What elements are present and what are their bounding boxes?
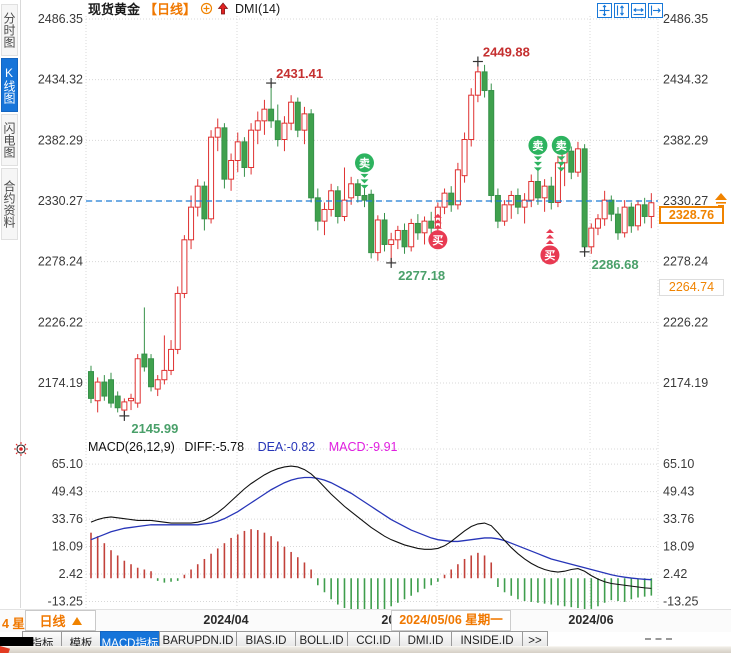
left-sidebar: 分时图 K线图 闪电图 合约资料	[0, 0, 21, 608]
svg-text:2434.32: 2434.32	[38, 73, 83, 87]
macd-histogram	[90, 529, 653, 614]
svg-text:-13.25: -13.25	[663, 594, 698, 608]
price-extreme-label: 2431.41	[276, 66, 323, 81]
svg-text:卖: 卖	[556, 138, 567, 152]
sidebar-tab-lightning-chart[interactable]: 闪电图	[1, 114, 18, 166]
period-tag: 【日线】	[144, 2, 197, 17]
add-indicator-icon[interactable]	[200, 2, 213, 15]
svg-text:2330.27: 2330.27	[38, 194, 83, 208]
svg-text:2382.29: 2382.29	[38, 133, 83, 147]
sell-signal: 卖	[528, 135, 548, 172]
go-to-latest-icon[interactable]	[648, 3, 663, 18]
svg-text:18.09: 18.09	[52, 540, 83, 554]
svg-text:2330.27: 2330.27	[663, 194, 708, 208]
svg-text:18.09: 18.09	[663, 540, 694, 554]
tab-row-overflow-dashes	[645, 638, 672, 640]
y-axis-labels: 2486.35 2486.35 2434.32 2434.32 2382.29 2382.…	[38, 12, 708, 608]
svg-text:2.42: 2.42	[59, 567, 83, 581]
window-edge-strip	[0, 646, 731, 653]
price-extreme-label: 2449.88	[483, 45, 530, 60]
diff-line	[90, 465, 652, 589]
buy-signal: 买	[540, 228, 560, 265]
price-up-marker-icon	[715, 193, 727, 207]
x-axis-tick: 2024/06	[568, 613, 614, 627]
clipped-date-fragment: 4 星	[2, 617, 25, 631]
clipped-black-rect	[0, 637, 33, 648]
indicator-settings-icon[interactable]	[13, 441, 29, 457]
sidebar-tab-label: 分时图	[2, 12, 16, 48]
extreme-price-labels: 2431.41 2449.88 2277.18 2145.99 2286.68	[119, 45, 639, 436]
trade-signals: 卖卖 卖买买	[354, 135, 571, 265]
svg-text:33.76: 33.76	[663, 512, 694, 526]
svg-text:65.10: 65.10	[52, 457, 83, 471]
svg-text:-13.25: -13.25	[48, 594, 83, 608]
macd-macd-value: MACD:-9.91	[328, 440, 398, 454]
period-selector-label: 日线	[39, 614, 66, 629]
crosshair-date-box: 2024/05/06 星期一	[391, 610, 511, 631]
svg-text:2174.19: 2174.19	[663, 376, 708, 390]
macd-title: MACD(26,12,9)	[88, 440, 175, 454]
crosshair-pan-icon[interactable]	[597, 3, 612, 18]
buy-signal: 买	[428, 213, 448, 250]
svg-text:2486.35: 2486.35	[663, 12, 708, 26]
svg-text:卖: 卖	[532, 138, 543, 152]
price-extreme-label: 2145.99	[131, 421, 178, 436]
sidebar-tab-kline-chart[interactable]: K线图	[1, 58, 18, 112]
clipped-red-icon	[0, 646, 10, 653]
sell-signal: 卖	[354, 153, 374, 189]
fit-range-horizontal-icon[interactable]	[631, 3, 646, 18]
svg-text:2.42: 2.42	[663, 567, 687, 581]
svg-text:2486.35: 2486.35	[38, 12, 83, 26]
gridlines	[85, 16, 659, 608]
svg-text:卖: 卖	[359, 156, 370, 170]
svg-text:65.10: 65.10	[663, 457, 694, 471]
svg-text:2226.22: 2226.22	[38, 315, 83, 329]
sidebar-tab-label: 闪电图	[2, 122, 16, 158]
svg-text:2382.29: 2382.29	[663, 133, 708, 147]
macd-diff-value: DIFF:-5.78	[184, 440, 245, 454]
secondary-price-box: 2264.74	[659, 279, 724, 296]
triangle-up-icon	[71, 616, 82, 625]
svg-text:33.76: 33.76	[52, 512, 83, 526]
macd-dea-value: DEA:-0.82	[257, 440, 316, 454]
price-extreme-label: 2286.68	[592, 257, 639, 272]
sell-signal: 卖	[551, 135, 571, 172]
x-axis-tick: 2024/04	[203, 613, 249, 627]
candlestick-series	[88, 61, 655, 416]
price-extreme-label: 2277.18	[398, 268, 445, 283]
sidebar-tab-contract-info[interactable]: 合约资料	[1, 168, 18, 240]
fit-range-vertical-icon[interactable]	[614, 3, 629, 18]
svg-text:2174.19: 2174.19	[38, 376, 83, 390]
svg-text:49.43: 49.43	[663, 485, 694, 499]
svg-text:2278.24: 2278.24	[38, 255, 83, 269]
macd-header: MACD(26,12,9) DIFF:-5.78 DEA:-0.82 MACD:…	[88, 440, 398, 454]
current-price-box: 2328.76	[659, 206, 724, 224]
dea-line	[90, 476, 652, 581]
symbol-name: 现货黄金	[88, 2, 141, 17]
period-selector-button[interactable]: 日线	[25, 610, 96, 631]
svg-text:买: 买	[544, 249, 555, 262]
svg-text:2226.22: 2226.22	[663, 315, 708, 329]
sidebar-tab-time-chart[interactable]: 分时图	[1, 4, 18, 56]
svg-text:49.43: 49.43	[52, 485, 83, 499]
svg-text:2278.24: 2278.24	[663, 255, 708, 269]
sidebar-tab-label: 合约资料	[2, 180, 16, 228]
sidebar-tab-label: K线图	[2, 66, 16, 104]
chart-header: 现货黄金 【日线】 DMI(14)	[88, 0, 281, 18]
svg-text:2434.32: 2434.32	[663, 73, 708, 87]
overlay-indicator-label: DMI(14)	[235, 1, 281, 16]
trend-up-arrow-icon	[217, 2, 229, 15]
svg-text:买: 买	[432, 234, 443, 247]
